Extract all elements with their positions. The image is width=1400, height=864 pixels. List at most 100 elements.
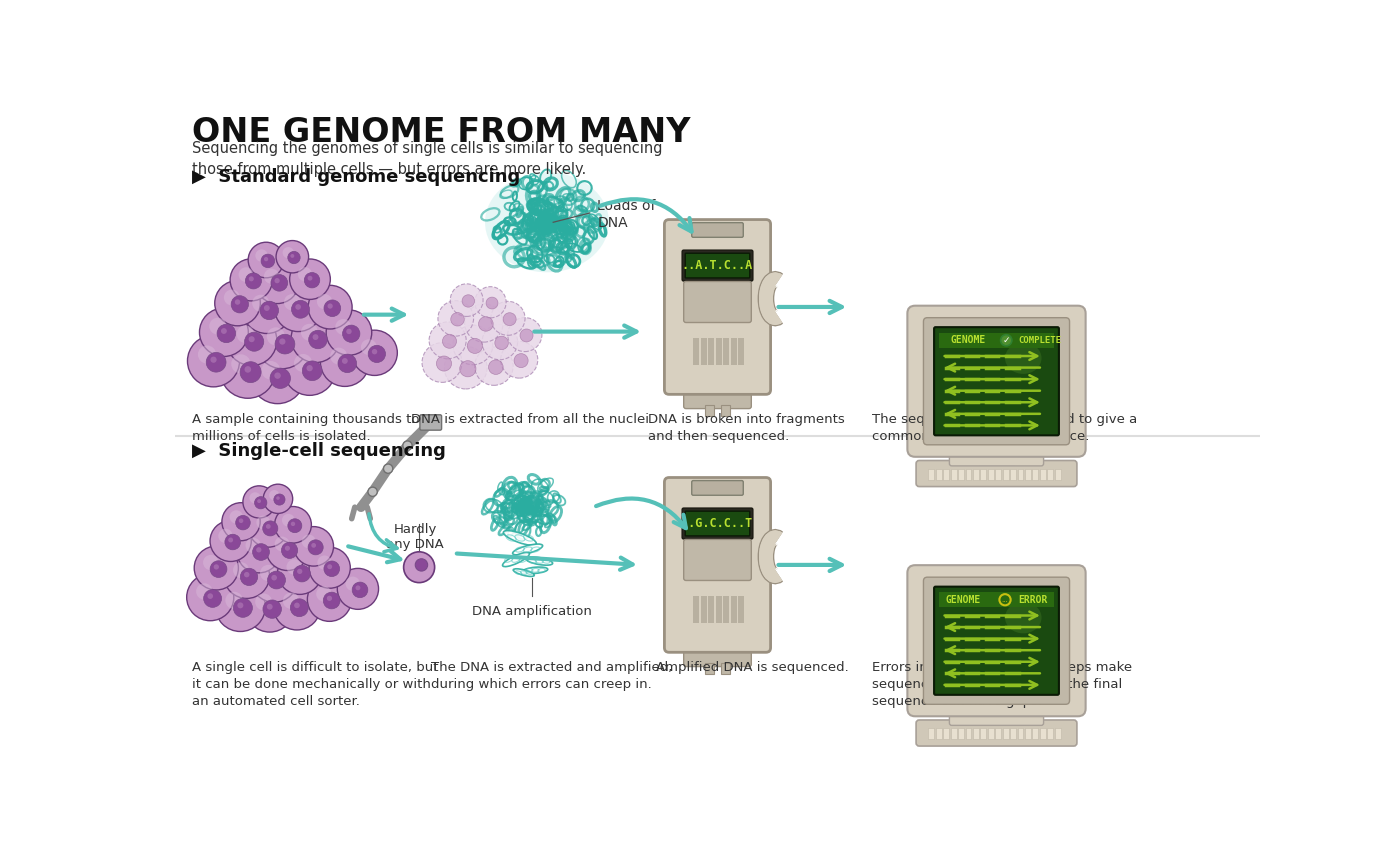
Circle shape [519, 329, 533, 342]
Circle shape [475, 347, 514, 385]
Bar [966, 728, 972, 739]
Circle shape [308, 276, 312, 281]
Circle shape [244, 486, 276, 518]
Circle shape [281, 514, 295, 527]
Bar [706, 663, 714, 674]
Ellipse shape [1005, 602, 1042, 633]
Circle shape [255, 260, 300, 303]
Circle shape [384, 464, 393, 473]
Circle shape [501, 341, 538, 378]
Circle shape [195, 546, 238, 590]
Circle shape [353, 582, 368, 598]
Circle shape [491, 302, 525, 335]
Bar [951, 468, 956, 480]
FancyBboxPatch shape [665, 478, 770, 652]
Bar [939, 593, 1054, 607]
Circle shape [475, 287, 507, 318]
Circle shape [308, 540, 323, 555]
Circle shape [462, 295, 475, 307]
Circle shape [214, 281, 260, 326]
Circle shape [274, 506, 311, 543]
Circle shape [372, 349, 377, 354]
Bar [979, 708, 1015, 723]
Circle shape [263, 305, 270, 311]
Circle shape [267, 571, 286, 589]
Circle shape [186, 574, 234, 620]
Circle shape [263, 484, 293, 513]
Circle shape [274, 372, 281, 378]
Circle shape [308, 577, 351, 621]
Circle shape [442, 334, 456, 348]
Circle shape [260, 254, 274, 268]
FancyBboxPatch shape [682, 251, 753, 281]
Bar [935, 468, 942, 480]
Circle shape [225, 592, 242, 609]
Circle shape [251, 350, 304, 403]
Circle shape [326, 310, 372, 355]
Text: DNA is broken into fragments
and then sequenced.: DNA is broken into fragments and then se… [648, 413, 844, 443]
Bar [944, 468, 949, 480]
Bar [1018, 728, 1023, 739]
Circle shape [235, 299, 241, 305]
Circle shape [309, 547, 350, 588]
Circle shape [232, 562, 249, 578]
Circle shape [459, 360, 476, 377]
Circle shape [283, 247, 294, 258]
FancyBboxPatch shape [683, 387, 752, 409]
Circle shape [279, 339, 286, 345]
Bar [980, 468, 986, 480]
Circle shape [494, 336, 508, 350]
Circle shape [287, 559, 302, 575]
Bar [701, 339, 707, 365]
Circle shape [263, 600, 281, 619]
Circle shape [444, 346, 487, 389]
Circle shape [302, 535, 315, 549]
Text: GENOME: GENOME [951, 335, 986, 346]
Text: ▶  Standard genome sequencing: ▶ Standard genome sequencing [192, 168, 521, 187]
Circle shape [330, 347, 347, 365]
Circle shape [468, 339, 483, 353]
Circle shape [263, 521, 277, 536]
Bar [1040, 468, 1046, 480]
Bar [721, 404, 729, 416]
Circle shape [221, 328, 227, 334]
Circle shape [323, 300, 340, 316]
Circle shape [256, 516, 270, 530]
Circle shape [295, 304, 301, 310]
Circle shape [489, 360, 503, 374]
Circle shape [403, 441, 412, 450]
Circle shape [276, 240, 308, 273]
Text: ...: ... [1001, 597, 1008, 603]
Bar [715, 596, 721, 623]
Text: Amplified DNA is sequenced.: Amplified DNA is sequenced. [655, 661, 848, 674]
Circle shape [242, 285, 291, 334]
Bar [1032, 728, 1039, 739]
Circle shape [346, 576, 360, 591]
Bar [1054, 468, 1061, 480]
Circle shape [368, 487, 377, 497]
Circle shape [230, 511, 244, 524]
Circle shape [291, 522, 295, 526]
Bar [738, 596, 743, 623]
Circle shape [312, 334, 318, 340]
Text: DNA is extracted from all the nuclei.: DNA is extracted from all the nuclei. [412, 413, 654, 426]
Circle shape [245, 366, 251, 372]
Text: ..A.T.C..A: ..A.T.C..A [682, 259, 753, 272]
Text: ERROR: ERROR [1018, 594, 1047, 605]
Circle shape [244, 572, 249, 577]
Circle shape [220, 343, 276, 398]
Circle shape [454, 325, 493, 365]
Bar [928, 728, 934, 739]
Circle shape [416, 559, 427, 571]
Circle shape [196, 583, 213, 600]
Circle shape [245, 332, 263, 352]
Circle shape [343, 325, 360, 342]
Circle shape [248, 242, 284, 278]
Circle shape [291, 314, 340, 363]
Circle shape [272, 275, 287, 291]
Bar [988, 728, 994, 739]
Circle shape [304, 272, 319, 288]
Text: A sample containing thousands to
millions of cells is isolated.: A sample containing thousands to million… [192, 413, 420, 443]
Bar [939, 333, 1054, 347]
Circle shape [301, 324, 318, 340]
